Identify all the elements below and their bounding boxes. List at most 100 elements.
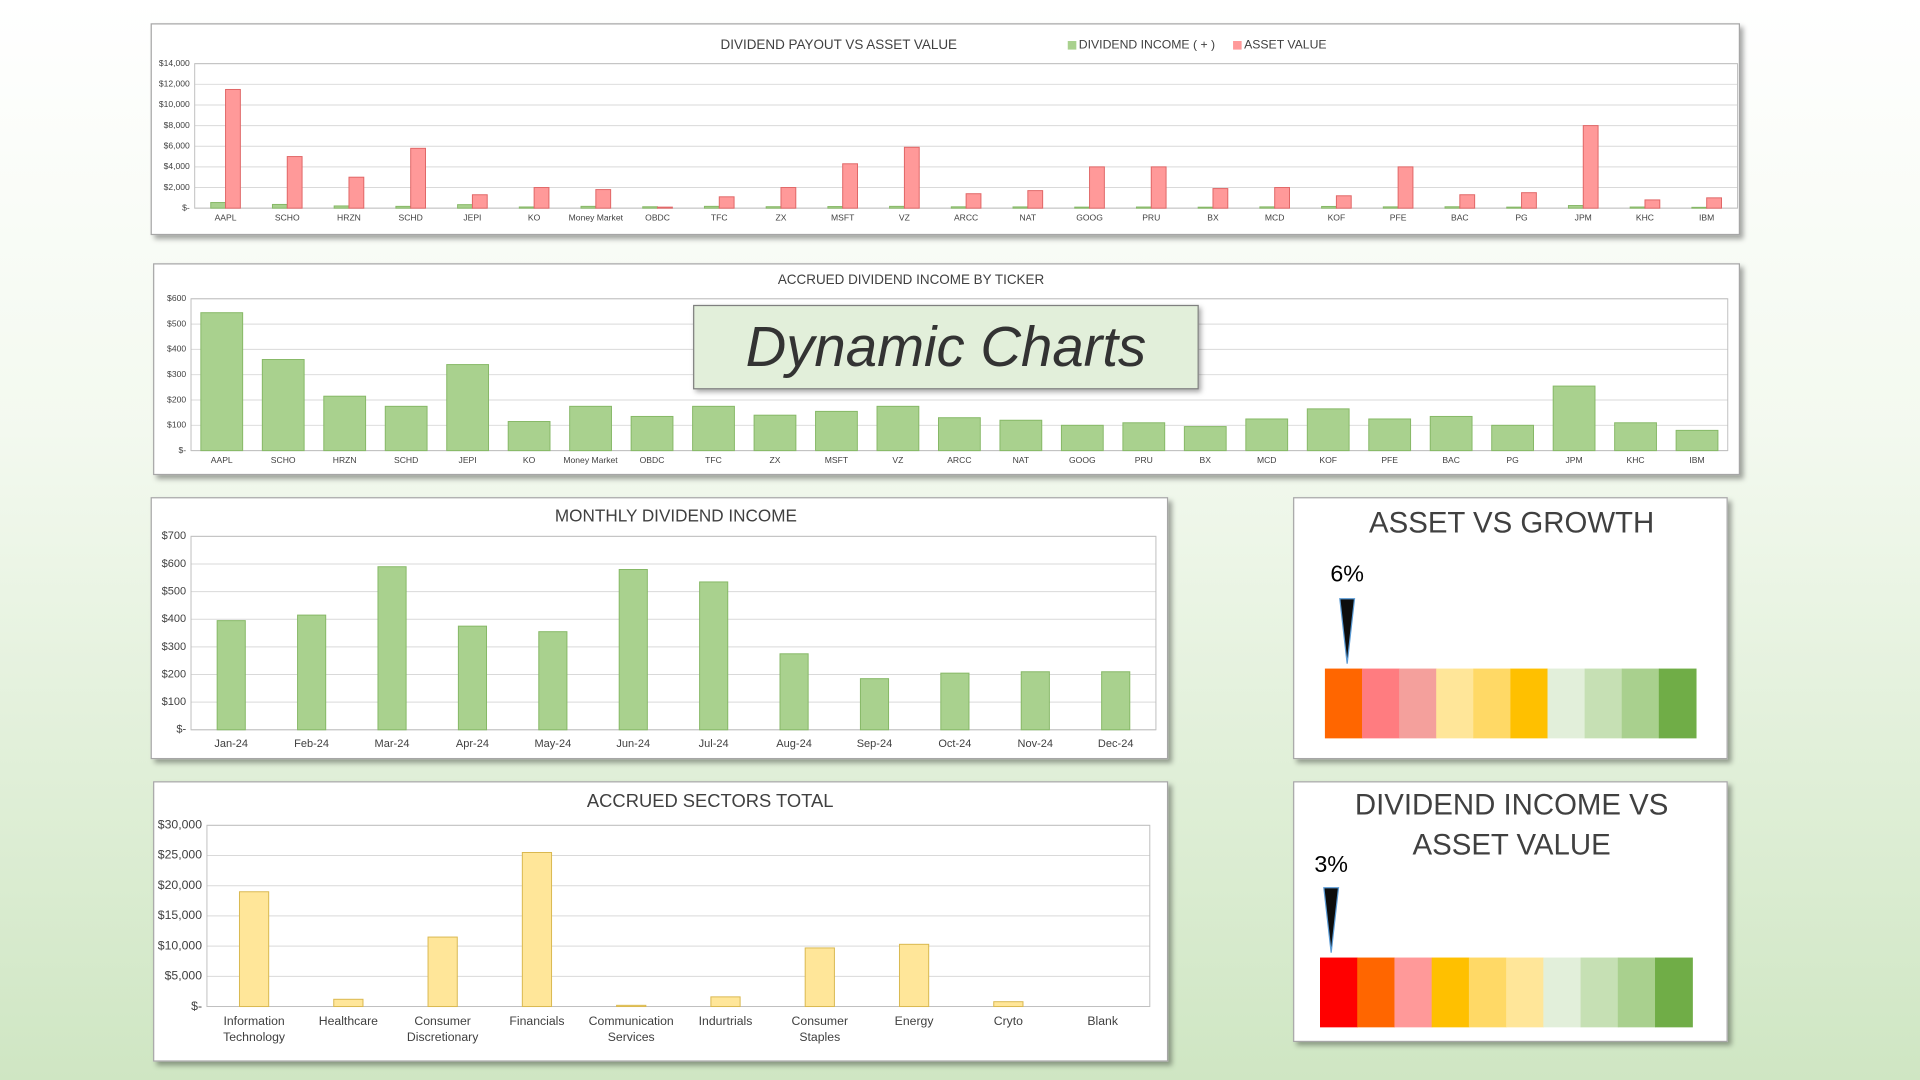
x-tick-label-box: Communication Services	[589, 1015, 674, 1044]
y-tick-label: $400	[167, 344, 186, 354]
x-tick-label: Jun-24	[616, 737, 651, 750]
x-tick-label: ARCC	[947, 456, 972, 466]
x-tick-label-box: JPM	[1574, 214, 1592, 223]
bar	[1183, 426, 1227, 452]
y-tick-label: $6,000	[164, 141, 190, 151]
bar	[1321, 205, 1337, 209]
x-tick-label-box: VZ	[892, 457, 903, 466]
legend-swatch	[1067, 41, 1077, 50]
x-tick-label: Oct-24	[938, 737, 972, 750]
bar	[297, 614, 327, 731]
x-tick-label: PG	[1515, 214, 1528, 223]
y-tick-label: $500	[162, 586, 187, 598]
bar	[200, 312, 244, 452]
x-tick-label-box: MCD	[1265, 214, 1285, 223]
x-tick-label: JPM	[1574, 214, 1592, 223]
x-tick-label: JEPI	[458, 456, 477, 466]
bar	[518, 206, 535, 209]
gauge-segment	[1658, 668, 1697, 739]
bar	[210, 202, 227, 209]
x-tick-label: NAT	[1012, 456, 1030, 466]
x-tick-label-box: KO	[528, 214, 540, 223]
x-tick-label: KO	[522, 456, 536, 466]
bar	[940, 672, 970, 731]
bar	[471, 194, 488, 209]
bar	[1060, 424, 1104, 452]
y-tick-label: $8,000	[164, 120, 190, 130]
x-tick-label-box: Money Market	[569, 214, 623, 223]
bar	[1429, 415, 1473, 452]
bar	[827, 206, 844, 209]
x-tick-label: Energy	[894, 1015, 934, 1029]
x-tick-label: Information Technology	[223, 1015, 286, 1044]
bar	[1101, 671, 1131, 731]
bar	[937, 417, 981, 452]
x-tick-label-box: Blank	[1087, 1015, 1118, 1029]
x-tick-label-box: Consumer Discretionary	[406, 1015, 479, 1044]
x-tick-label-box: OBDC	[640, 457, 665, 466]
x-tick-label: PRU	[1142, 214, 1161, 223]
x-tick-label: TFC	[705, 456, 722, 466]
bar	[1521, 192, 1537, 209]
gauge-segment	[1655, 957, 1693, 1028]
x-tick-label: BX	[1199, 456, 1211, 466]
gauge-segment	[1324, 668, 1363, 739]
x-tick-label-box: Consumer Staples	[792, 1015, 848, 1044]
x-tick-label: BX	[1207, 214, 1219, 223]
y-tick-label: $-	[178, 445, 186, 455]
x-tick-label: Feb-24	[294, 737, 330, 750]
x-tick-label-box: TFC	[705, 456, 722, 466]
x-tick-label: IBM	[1689, 456, 1705, 466]
x-tick-label: Consumer Discretionary	[406, 1015, 479, 1044]
chart-panel: DIVIDEND INCOME VS ASSET VALUE 3%	[1293, 781, 1728, 1043]
y-tick-label: $10,000	[158, 938, 202, 952]
bar	[630, 415, 674, 452]
x-tick-label: Mar-24	[374, 737, 410, 750]
x-tick-label-box: Aug-24	[776, 737, 812, 749]
y-tick-label: $25,000	[158, 848, 202, 862]
gauge-segment	[1584, 668, 1623, 739]
y-tick-label: $12,000	[159, 79, 190, 89]
bar	[657, 206, 673, 209]
x-tick-label: SCHO	[274, 214, 300, 223]
chart-panel: ASSET VS GROWTH 6%	[1293, 497, 1728, 760]
gauge-segment	[1357, 957, 1396, 1028]
chart-panel: ACCRUED SECTORS TOTAL $- $5,000 $10,000 $15,…	[153, 781, 1169, 1062]
bar	[804, 947, 835, 1008]
x-tick-label: Cryto	[993, 1015, 1024, 1029]
y-tick-label: $400	[162, 613, 187, 625]
x-tick-label: OBDC	[645, 214, 670, 223]
y-tick-label: $15,000	[158, 908, 202, 922]
x-tick-label: Blank	[1087, 1015, 1118, 1029]
gauge-segment	[1362, 668, 1400, 739]
bar	[765, 206, 782, 209]
x-tick-label: JPM	[1565, 456, 1583, 466]
bar	[1274, 187, 1290, 209]
banner: Dynamic Charts	[693, 304, 1199, 390]
x-tick-label-box: HRZN	[333, 457, 357, 466]
y-tick-label: $10,000	[159, 99, 190, 109]
bar	[815, 410, 858, 452]
bar	[446, 364, 490, 452]
y-tick-label: $4,000	[164, 161, 190, 171]
x-tick-label: Indurtrials	[698, 1015, 753, 1029]
x-tick-label: AAPL	[210, 456, 233, 466]
bar	[1552, 385, 1596, 452]
bar	[507, 421, 551, 452]
x-tick-label-box: PRU	[1135, 457, 1153, 466]
x-tick-label: KHC	[1626, 456, 1645, 466]
bar	[699, 581, 729, 731]
y-tick-label: $-	[191, 999, 202, 1013]
bar	[692, 405, 735, 452]
bar	[642, 206, 659, 209]
bar	[1306, 408, 1350, 452]
bar	[898, 943, 930, 1008]
gauge-segment	[1394, 957, 1433, 1028]
gauge-segment	[1621, 668, 1660, 739]
bar	[1212, 188, 1229, 209]
x-tick-label-box: KHC	[1626, 456, 1645, 466]
x-tick-label: MSFT	[824, 456, 849, 466]
x-tick-label: KHC	[1635, 214, 1654, 223]
bar	[710, 996, 741, 1008]
